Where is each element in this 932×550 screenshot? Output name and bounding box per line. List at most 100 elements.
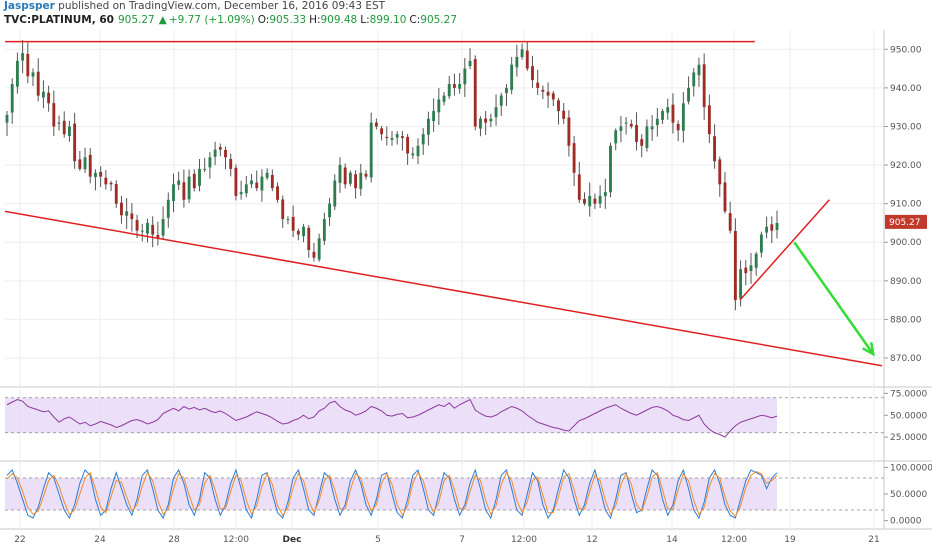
candle-body bbox=[276, 186, 279, 200]
candle-body bbox=[296, 230, 300, 235]
candle-body bbox=[218, 147, 222, 150]
time-tick-label: 22 bbox=[14, 535, 25, 545]
candle-body bbox=[718, 159, 722, 185]
candle-body bbox=[224, 149, 227, 158]
candle-body bbox=[109, 182, 113, 185]
candle-body bbox=[531, 66, 534, 81]
candle-body bbox=[120, 202, 123, 216]
candle-body bbox=[525, 50, 529, 69]
candle-body bbox=[770, 224, 774, 231]
time-tick-label: Dec bbox=[283, 535, 302, 545]
publish-text: published on TradingView.com, December 1… bbox=[54, 0, 386, 12]
grid bbox=[0, 30, 932, 530]
candle-body bbox=[624, 122, 628, 124]
candle-body bbox=[655, 118, 659, 126]
candle-body bbox=[666, 107, 670, 113]
time-axis: 22 24 28 12:00 Dec 5 7 12:00 12 14 12:00 19 21 bbox=[14, 535, 879, 545]
stoch-rsi-panel: 100.0000 50.0000 0.0000 bbox=[5, 463, 932, 527]
candle-body bbox=[442, 95, 446, 102]
candle-body bbox=[250, 180, 253, 185]
candle-body bbox=[697, 64, 701, 76]
change-value: +9.77 (+1.09%) bbox=[168, 14, 255, 26]
candle-body bbox=[687, 87, 690, 102]
price-axis: 950.00 940.00 930.00 920.00 910.00 900.00 890.… bbox=[884, 45, 927, 364]
price-tick-label: 890.00 bbox=[890, 277, 922, 287]
candle-body bbox=[291, 216, 295, 231]
candle-body bbox=[645, 126, 649, 149]
candle-body bbox=[484, 118, 488, 123]
time-tick-label: 12:00 bbox=[511, 535, 537, 545]
candle-body bbox=[583, 198, 586, 204]
candle-body bbox=[328, 203, 331, 218]
candle-body bbox=[640, 139, 644, 146]
trendline-rising[interactable] bbox=[739, 199, 830, 301]
candle-body bbox=[364, 173, 368, 177]
candle-body bbox=[213, 149, 217, 157]
candle-body bbox=[208, 157, 212, 168]
candle-body bbox=[593, 198, 597, 204]
low-label: L: bbox=[360, 14, 370, 26]
change-arrow: ▲ bbox=[158, 14, 167, 26]
time-tick-label: 5 bbox=[375, 535, 381, 545]
candle-body bbox=[603, 192, 607, 197]
candle-body bbox=[135, 220, 139, 231]
candle-body bbox=[322, 219, 326, 241]
candle-body bbox=[650, 126, 654, 130]
high-label: H: bbox=[309, 14, 321, 26]
trendline-support[interactable] bbox=[4, 210, 883, 367]
candle-body bbox=[437, 99, 441, 113]
candle-body bbox=[161, 219, 165, 236]
candle-body bbox=[473, 59, 477, 127]
candle-body bbox=[286, 219, 290, 221]
candle-body bbox=[312, 251, 316, 258]
price-tick-label: 930.00 bbox=[890, 122, 922, 132]
candle-body bbox=[62, 120, 66, 135]
candle-body bbox=[359, 172, 363, 189]
price-tick-label: 910.00 bbox=[890, 200, 922, 210]
candle-body bbox=[94, 172, 97, 178]
candle-body bbox=[140, 230, 144, 232]
low-value: 899.10 bbox=[369, 14, 407, 26]
candle-body bbox=[177, 180, 181, 185]
candle-body bbox=[15, 60, 19, 87]
candle-body bbox=[567, 117, 571, 146]
candle-body bbox=[733, 230, 737, 301]
candle-body bbox=[676, 123, 680, 131]
price-tick-label: 920.00 bbox=[890, 161, 922, 171]
candle-body bbox=[479, 118, 482, 129]
candle-body bbox=[692, 72, 696, 87]
candle-body bbox=[494, 107, 498, 118]
candle-body bbox=[36, 71, 40, 96]
candle-body bbox=[333, 180, 337, 207]
candle-body bbox=[572, 143, 576, 173]
last-price: 905.27 bbox=[117, 14, 155, 26]
candle-body bbox=[198, 168, 201, 186]
candle-body bbox=[187, 176, 191, 200]
time-tick-label: 19 bbox=[784, 535, 796, 545]
candle-body bbox=[546, 91, 550, 96]
candle-body bbox=[270, 174, 274, 189]
candle-body bbox=[151, 224, 155, 235]
candle-body bbox=[713, 136, 716, 162]
candle-body bbox=[88, 154, 92, 177]
candle-body bbox=[338, 165, 342, 183]
author-name[interactable]: Jaspsper bbox=[4, 0, 55, 12]
candle-body bbox=[47, 92, 51, 104]
price-tick-label: 880.00 bbox=[890, 315, 922, 325]
time-tick-label: 12 bbox=[586, 535, 597, 545]
time-tick-label: 14 bbox=[666, 535, 678, 545]
candle-body bbox=[83, 157, 87, 170]
candle-body bbox=[192, 173, 196, 189]
candle-body bbox=[317, 238, 321, 260]
projection-arrow[interactable] bbox=[793, 241, 875, 355]
last-price-badge bbox=[885, 214, 927, 229]
candle-body bbox=[406, 136, 410, 154]
candle-body bbox=[629, 123, 633, 127]
time-tick-label: 24 bbox=[94, 535, 106, 545]
candle-body bbox=[598, 195, 602, 204]
candle-body bbox=[447, 84, 451, 97]
indicator-band bbox=[5, 397, 777, 433]
candle-body bbox=[707, 105, 711, 135]
candle-body bbox=[114, 184, 118, 204]
